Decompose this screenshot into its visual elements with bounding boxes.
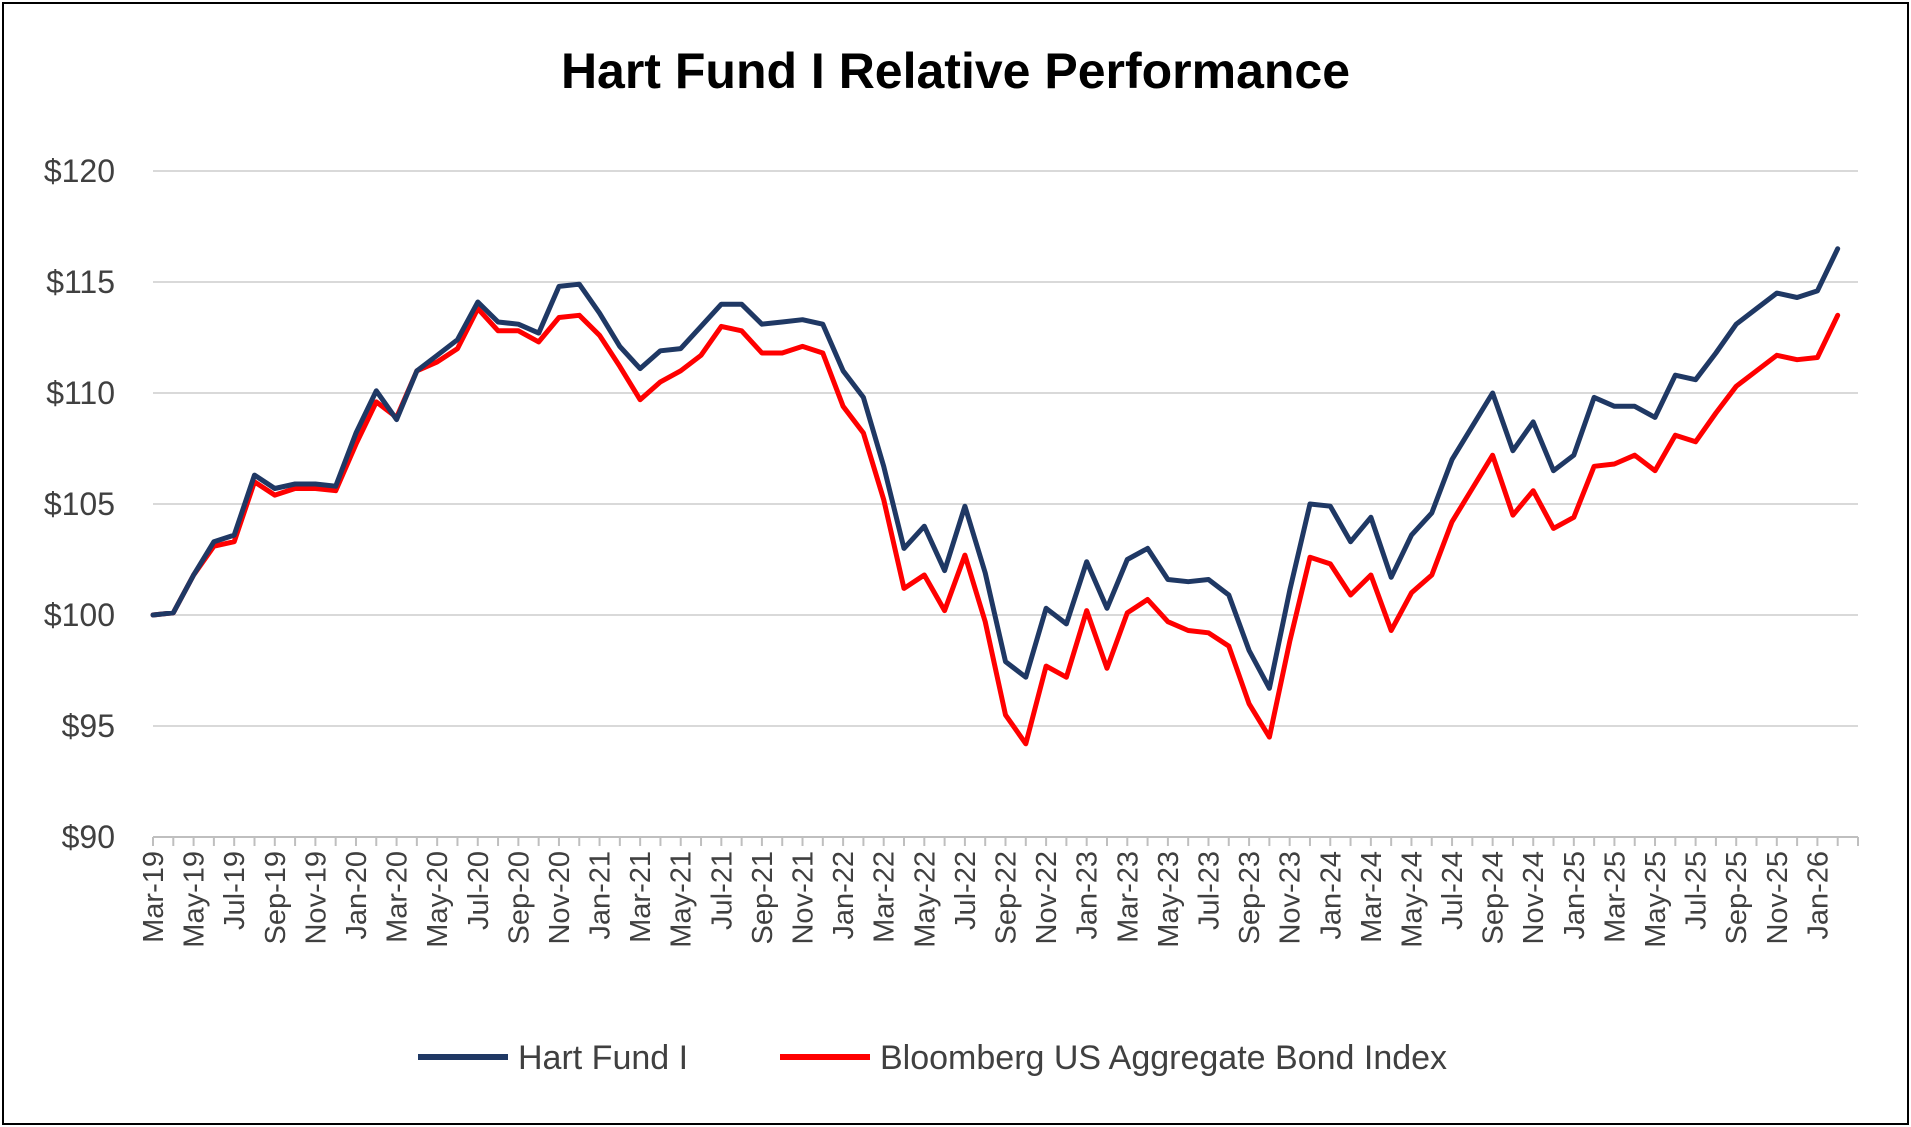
x-tick-label: Nov-24 — [1518, 851, 1550, 945]
x-tick-label: Mar-25 — [1599, 851, 1631, 943]
x-tick-label: Jan-25 — [1559, 851, 1591, 940]
x-tick-label: Sep-24 — [1478, 851, 1510, 945]
series-line-hart-fund — [150, 246, 1841, 691]
x-tick-label: Mar-20 — [382, 851, 414, 943]
x-tick-label: Sep-21 — [747, 851, 779, 945]
legend-label-bloomberg-index: Bloomberg US Aggregate Bond Index — [880, 1039, 1447, 1077]
x-tick-label: Nov-19 — [300, 851, 332, 945]
x-tick-label: Sep-23 — [1234, 851, 1266, 945]
y-tick-label: $90 — [62, 819, 115, 855]
y-axis: $90 $95 $100 $105 $110 $115 $120 — [44, 153, 115, 855]
x-tick-label: Sep-19 — [260, 851, 292, 945]
x-tick-label: Mar-22 — [869, 851, 901, 943]
x-tick-label: Jul-22 — [950, 851, 982, 930]
x-tick-label: Sep-22 — [991, 851, 1023, 945]
x-tick-label: Mar-19 — [138, 851, 170, 943]
series-lines — [150, 246, 1841, 747]
x-tick-label: Nov-22 — [1031, 851, 1063, 945]
x-tick-label: Sep-20 — [503, 851, 535, 945]
x-tick-label: Jul-20 — [463, 851, 495, 930]
legend-label-hart-fund: Hart Fund I — [518, 1039, 688, 1077]
x-axis: Mar-19 May-19 Jul-19 Sep-19 Nov-19 Jan-20 Mar-… — [138, 836, 1859, 948]
y-tick-label: $95 — [62, 708, 115, 744]
x-tick-label: Nov-21 — [788, 851, 820, 945]
x-tick-label: Nov-20 — [544, 851, 576, 945]
x-tick-label: Jul-25 — [1681, 851, 1713, 930]
x-tick-label: Jul-24 — [1437, 851, 1469, 930]
x-tick-label: May-24 — [1396, 851, 1428, 948]
x-tick-label: Jul-23 — [1193, 851, 1225, 930]
x-tick-label: Nov-25 — [1762, 851, 1794, 945]
x-tick-label: Jan-26 — [1802, 851, 1834, 940]
legend: Hart Fund I Bloomberg US Aggregate Bond … — [418, 1039, 1447, 1077]
x-tick-label: Jan-24 — [1315, 851, 1347, 940]
x-tick-label: Nov-23 — [1275, 851, 1307, 945]
y-tick-label: $115 — [46, 264, 115, 300]
x-tick-label: May-22 — [909, 851, 941, 948]
x-tick-label: Jul-21 — [706, 851, 738, 930]
x-tick-label: Jul-19 — [219, 851, 251, 930]
x-tick-label: Mar-21 — [625, 851, 657, 943]
x-tick-label: May-25 — [1640, 851, 1672, 948]
x-tick-label: May-19 — [179, 851, 211, 948]
x-tick-label: May-21 — [666, 851, 698, 948]
x-tick-label: May-23 — [1153, 851, 1185, 948]
y-tick-label: $110 — [46, 375, 115, 411]
y-tick-label: $105 — [44, 486, 115, 522]
chart-title: Hart Fund I Relative Performance — [560, 43, 1351, 99]
x-tick-label: Mar-23 — [1112, 851, 1144, 943]
gridlines — [153, 170, 1858, 727]
x-tick-label: May-20 — [422, 851, 454, 948]
y-tick-label: $100 — [44, 597, 115, 633]
x-tick-label: Jan-20 — [341, 851, 373, 940]
series-line-bloomberg-index — [150, 306, 1841, 747]
x-tick-label: Jan-22 — [828, 851, 860, 940]
x-tick-label: Jan-21 — [585, 851, 617, 940]
x-tick-label: Jan-23 — [1072, 851, 1104, 940]
x-tick-label: Sep-25 — [1721, 851, 1753, 945]
x-tick-label: Mar-24 — [1356, 851, 1388, 943]
y-tick-label: $120 — [44, 153, 115, 189]
